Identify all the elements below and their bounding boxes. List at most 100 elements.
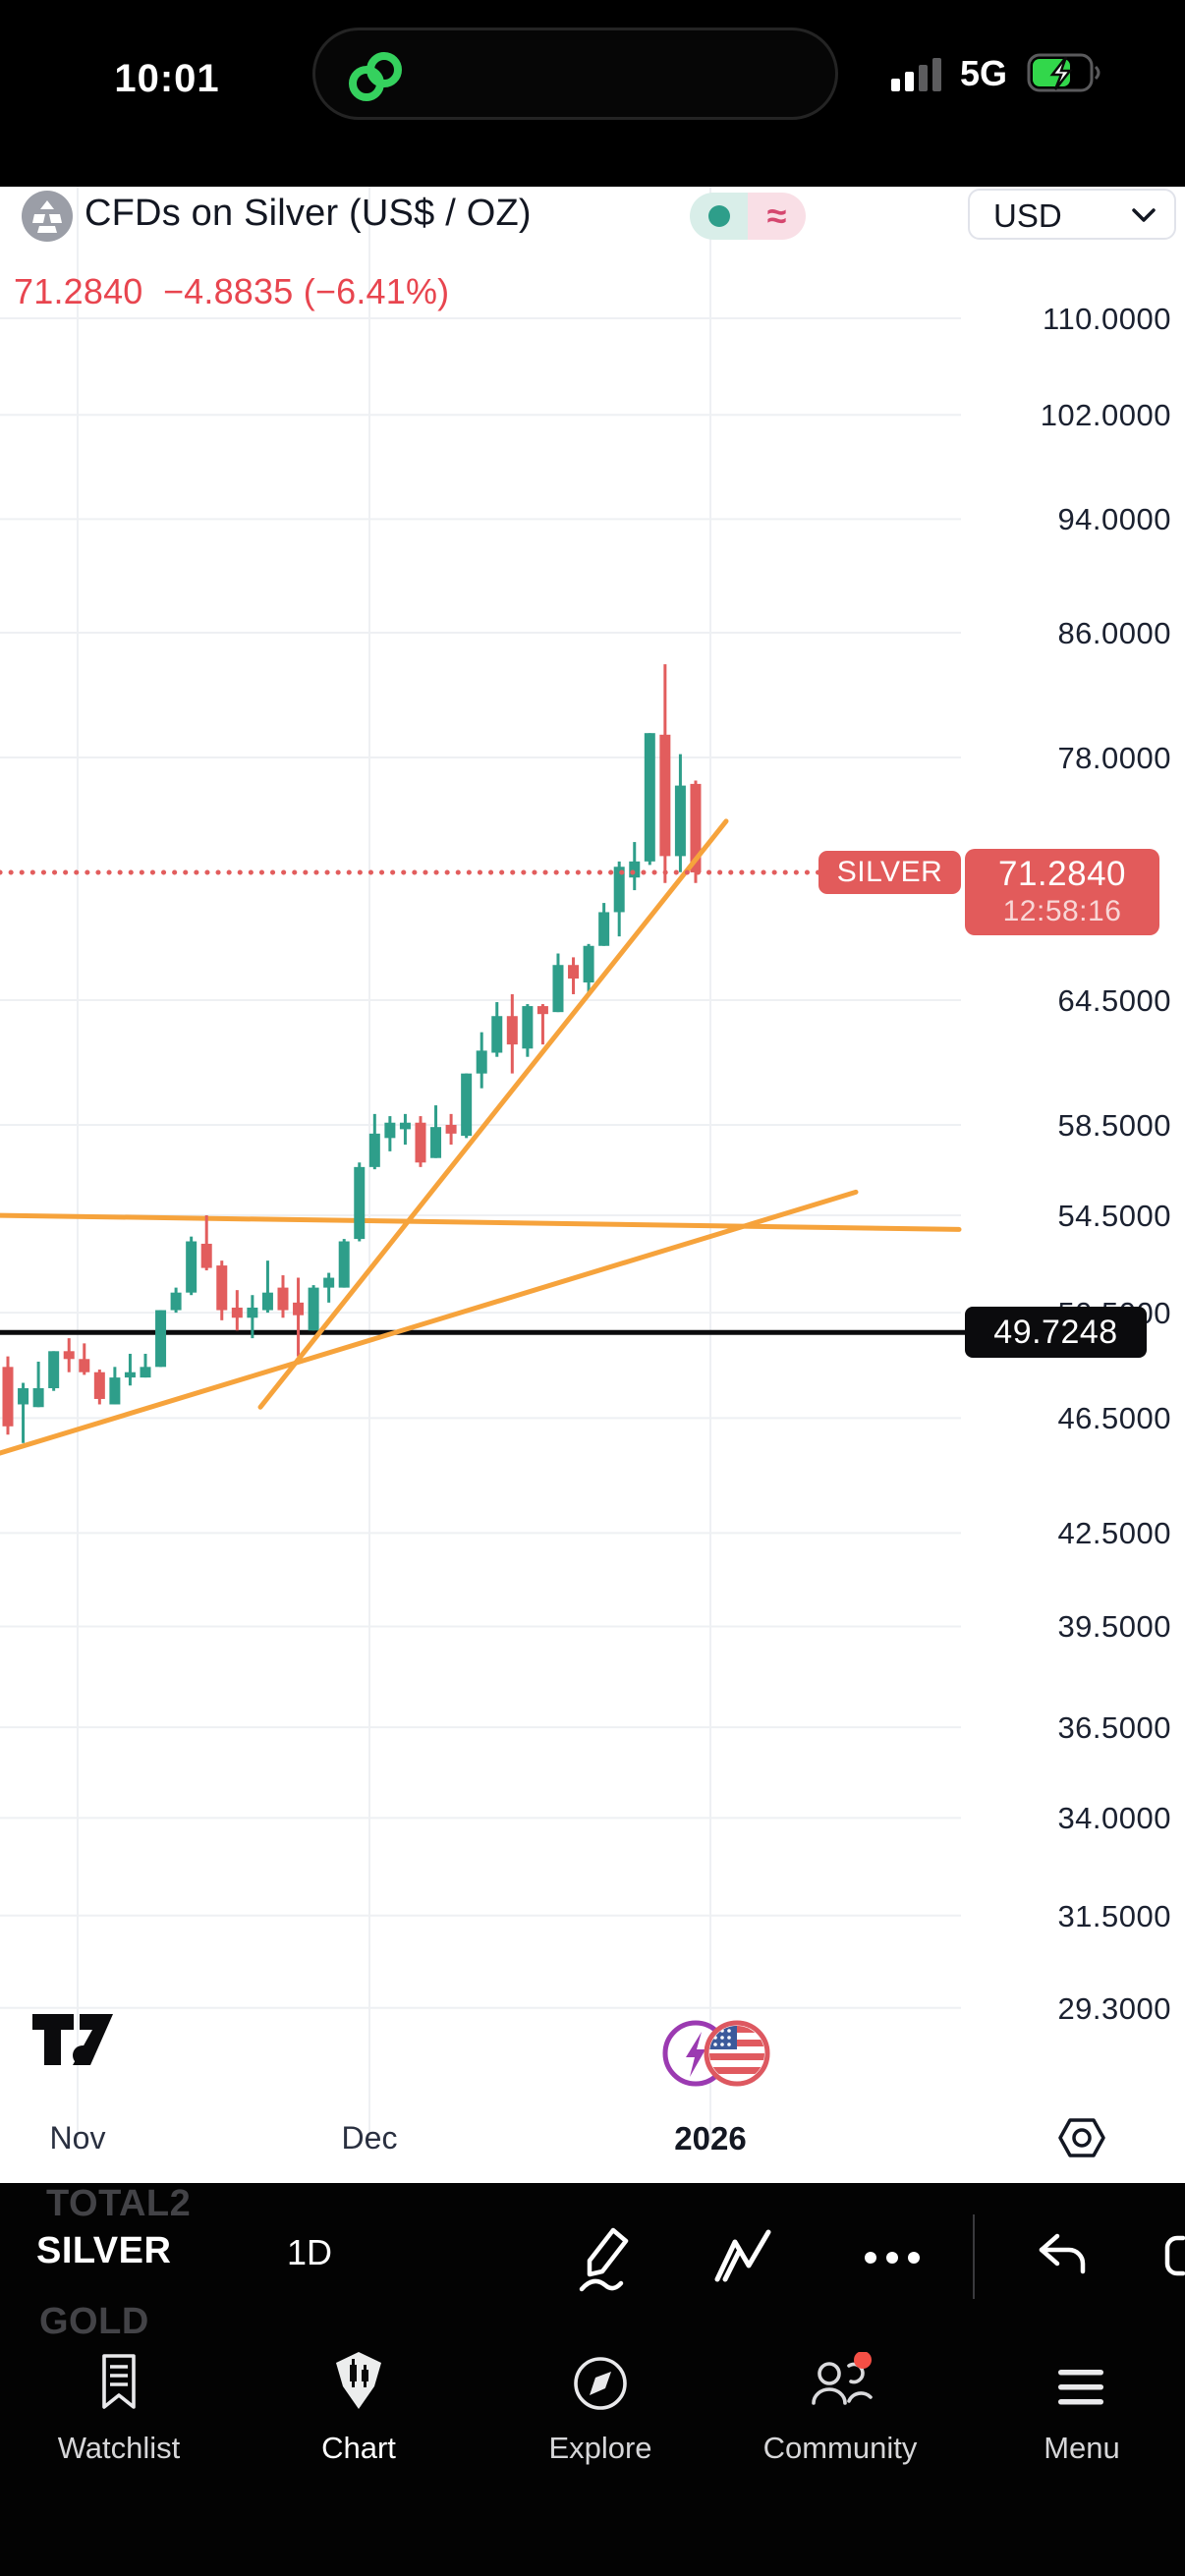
page-title: CFDs on Silver (US$ / OZ): [85, 193, 532, 234]
nav-item-watchlist[interactable]: Watchlist: [40, 2352, 198, 2466]
candle-body: [18, 1387, 29, 1405]
candle-body: [674, 785, 686, 857]
candle-body: [536, 1006, 548, 1015]
candle-body: [354, 1166, 366, 1240]
candle-body: [247, 1307, 258, 1318]
approx-icon: ≈: [766, 196, 787, 236]
battery-charging-icon: [1027, 51, 1109, 99]
nav-item-label: Menu: [1044, 2431, 1120, 2465]
explore-compass-icon: [522, 2352, 679, 2413]
price-axis-label: 39.5000: [1057, 1609, 1171, 1645]
us-flag-badge-icon: [704, 2020, 770, 2087]
candle-body: [63, 1351, 75, 1360]
nav-item-explore[interactable]: Explore: [522, 2352, 679, 2466]
price-axis-label: 29.3000: [1057, 1990, 1171, 2026]
candle-body: [690, 783, 702, 872]
candle-body: [399, 1122, 411, 1130]
candle-body: [48, 1351, 60, 1388]
undo-button[interactable]: [1030, 2224, 1097, 2292]
chart-shield-icon: [280, 2352, 437, 2413]
candle-body: [629, 861, 641, 878]
candle-body: [338, 1241, 350, 1288]
candle-body: [155, 1310, 167, 1368]
current-price-value: 71.2840: [997, 855, 1127, 893]
nav-item-community[interactable]: Community: [762, 2352, 919, 2466]
more-options-button[interactable]: [857, 2224, 928, 2292]
event-badges[interactable]: [660, 2016, 778, 2093]
chart-area: CFDs on Silver (US$ / OZ) ≈ USD 71.2840 …: [0, 187, 1185, 2183]
watchlist-bookmark-icon: [40, 2352, 198, 2413]
price-axis-label: 102.0000: [1040, 398, 1171, 433]
chevron-down-icon: [1132, 208, 1156, 222]
candle-body: [506, 1016, 518, 1045]
candle-body: [216, 1265, 228, 1311]
candle-body: [522, 1006, 534, 1049]
status-time: 10:01: [114, 57, 220, 100]
candle-body: [109, 1377, 121, 1405]
candle-body: [32, 1387, 44, 1408]
candle-body: [613, 867, 625, 913]
menu-hamburger-icon: [1003, 2352, 1160, 2413]
tradingview-logo[interactable]: [32, 2012, 115, 2072]
status-bar: 10:01 5G: [0, 0, 1185, 187]
candle-body: [583, 945, 594, 982]
candle-body: [476, 1050, 487, 1074]
candlestick-chart-canvas[interactable]: [0, 187, 1185, 2183]
signal-bars-icon: [889, 58, 952, 98]
time-axis-label: Nov: [49, 2120, 106, 2156]
price-axis-label: 54.5000: [1057, 1199, 1171, 1233]
candle-body: [140, 1367, 151, 1378]
candle-body: [323, 1277, 335, 1288]
time-axis-label: Dec: [341, 2120, 398, 2156]
trendline-long-uptrend: [0, 1189, 859, 1456]
bracket-icon: [1164, 2235, 1185, 2276]
redo-button-partial[interactable]: [1163, 2224, 1185, 2292]
currency-dropdown[interactable]: USD: [968, 189, 1176, 240]
draw-tool-button[interactable]: [572, 2224, 641, 2302]
market-status-pill[interactable]: ≈: [690, 193, 806, 240]
silver-symbol-logo: [22, 191, 73, 242]
nav-item-menu[interactable]: Menu: [1003, 2352, 1160, 2466]
price-axis-label: 34.0000: [1057, 1801, 1171, 1836]
candle-body: [368, 1133, 380, 1167]
price-axis-label: 110.0000: [1043, 302, 1171, 337]
candle-body: [79, 1359, 90, 1372]
candle-body: [430, 1127, 442, 1158]
price-axis-label: 36.5000: [1057, 1710, 1171, 1746]
candle-body: [200, 1243, 212, 1268]
indicators-zigzag-icon: [714, 2229, 771, 2282]
candle-body: [277, 1287, 289, 1311]
watchlist-row-total2: TOTAL2: [46, 2183, 192, 2224]
price-axis-label: 42.5000: [1057, 1516, 1171, 1551]
price-axis-label: 64.5000: [1057, 983, 1171, 1018]
candle-body: [261, 1292, 273, 1311]
bottom-sheet: TOTAL2 GOLD SILVER 1D: [0, 2183, 1185, 2576]
candle-body: [308, 1287, 319, 1331]
last-price: 71.2840: [14, 271, 143, 311]
candle-body: [552, 965, 564, 1013]
nav-item-label: Chart: [321, 2431, 396, 2465]
network-type-label: 5G: [960, 53, 1008, 93]
price-axis-label: 58.5000: [1057, 1107, 1171, 1143]
candle-body: [644, 733, 655, 862]
indicators-button[interactable]: [709, 2224, 780, 2292]
candle-body: [568, 965, 580, 980]
candle-body: [461, 1073, 473, 1137]
candle-body: [186, 1241, 198, 1293]
candle-body: [491, 1016, 503, 1053]
green-dot-icon: [707, 205, 730, 227]
price-axis-label: 94.0000: [1057, 502, 1171, 537]
price-axis-label: 86.0000: [1057, 616, 1171, 651]
trendline-steep-uptrend: [257, 818, 729, 1410]
price-change-row: 71.2840 −4.8835 (−6.41%): [14, 271, 449, 312]
currency-dropdown-value: USD: [993, 197, 1062, 234]
toolbar-symbol-button[interactable]: SILVER: [36, 2230, 172, 2271]
nav-item-chart[interactable]: Chart: [280, 2352, 437, 2466]
toolbar-interval-button[interactable]: 1D: [287, 2232, 333, 2272]
candle-body: [170, 1292, 182, 1311]
current-price-badge: 71.2840 12:58:16: [965, 849, 1159, 935]
price-axis-label: 78.0000: [1057, 740, 1171, 775]
axis-settings-button[interactable]: [1053, 2110, 1110, 2172]
bar-countdown-timer: 12:58:16: [1002, 895, 1122, 927]
